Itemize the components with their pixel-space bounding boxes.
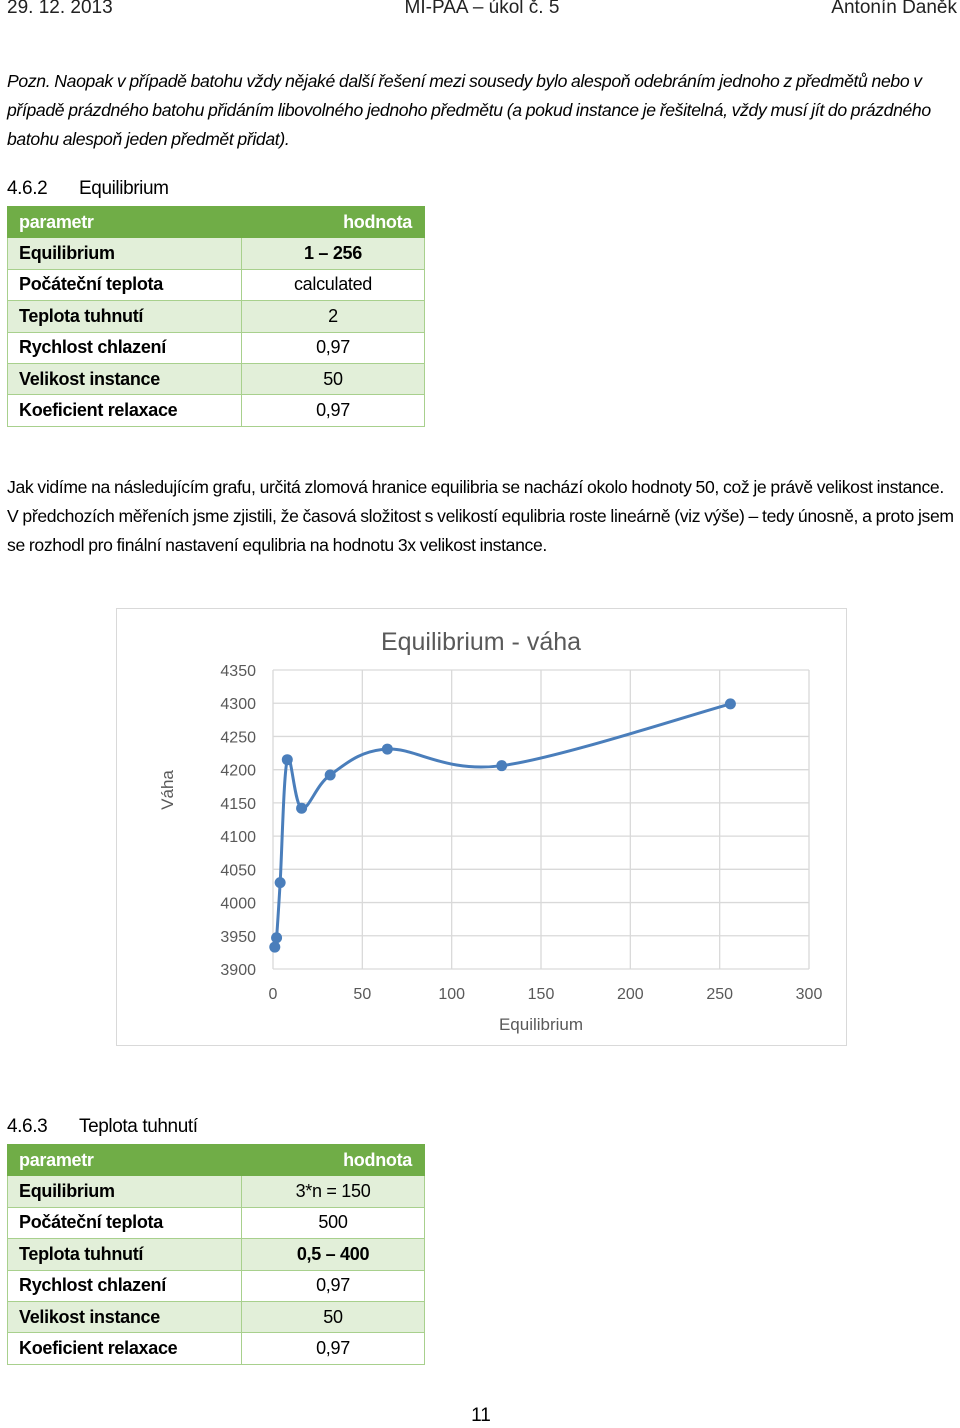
table-cell: Koeficient relaxace <box>7 394 242 427</box>
y-tick-label: 4300 <box>220 696 256 713</box>
data-point <box>296 802 308 814</box>
header-author: Antonín Daněk <box>831 0 957 18</box>
table-header: parametr hodnota <box>7 205 425 239</box>
y-tick-label: 4350 <box>220 663 256 680</box>
note: Pozn. Naopak v případě batohu vždy nějak… <box>7 71 931 150</box>
data-point <box>381 743 393 755</box>
header-cell: parametr <box>7 1143 242 1177</box>
y-tick-label: 3950 <box>220 929 256 946</box>
section-heading: 4.6.2 Equilibrium <box>7 178 169 200</box>
table-cell: Teplota tuhnutí <box>7 300 242 333</box>
table-cell: Teplota tuhnutí <box>7 1238 242 1271</box>
table-cell: 500 <box>241 1206 425 1240</box>
table-row: Rychlost chlazení 0,97 <box>7 331 425 364</box>
table-cell: Počáteční teplota <box>7 268 242 302</box>
table-cell: Equilibrium <box>7 237 242 270</box>
section-number: 4.6.3 <box>7 1116 48 1137</box>
table-row: Equilibrium 1 – 256 <box>7 237 425 270</box>
y-axis-label: Váha <box>158 770 177 810</box>
parameter-table: parametr hodnota Equilibrium 1 – 256 Počáteč… <box>7 205 425 427</box>
table-cell: 0,97 <box>241 394 425 427</box>
table-row: Počáteční teplota calculated <box>7 268 425 302</box>
parameter-table: parametr hodnota Equilibrium 3*n = 150 Počát… <box>7 1143 425 1365</box>
x-tick-label: 0 <box>269 986 278 1003</box>
table-cell: Equilibrium <box>7 1175 242 1208</box>
y-tick-label: 3900 <box>220 962 256 979</box>
data-point <box>724 698 736 710</box>
table-cell: Rychlost chlazení <box>7 1269 242 1302</box>
x-axis-label: Equilibrium <box>499 1015 583 1034</box>
header-cell: hodnota <box>241 205 425 239</box>
header-cell: hodnota <box>241 1143 425 1177</box>
paragraph: Jak vidíme na následujícím grafu, určitá… <box>7 477 954 556</box>
table-header: parametr hodnota <box>7 1143 425 1177</box>
page-number: 11 <box>471 1405 491 1426</box>
y-tick-label: 4100 <box>220 829 256 846</box>
y-tick-label: 4150 <box>220 796 256 813</box>
data-point <box>324 769 336 781</box>
data-point <box>281 754 293 766</box>
table-row: Equilibrium 3*n = 150 <box>7 1175 425 1208</box>
x-tick-label: 50 <box>353 986 371 1003</box>
table-row: Velikost instance 50 <box>7 362 425 396</box>
table-row: Rychlost chlazení 0,97 <box>7 1269 425 1302</box>
table-cell: 3*n = 150 <box>241 1175 425 1208</box>
header-course: MI-PAA – úkol č. 5 <box>404 0 560 18</box>
table-row: Teplota tuhnutí 2 <box>7 300 425 333</box>
x-tick-label: 100 <box>438 986 465 1003</box>
header-cell: parametr <box>7 205 242 239</box>
section-title: Equilibrium <box>79 178 169 199</box>
table-cell: Počáteční teplota <box>7 1206 242 1240</box>
y-tick-label: 4050 <box>220 862 256 879</box>
x-tick-label: 300 <box>796 986 823 1003</box>
x-tick-label: 200 <box>617 986 644 1003</box>
series-line <box>273 702 731 948</box>
header-date: 29. 12. 2013 <box>7 0 113 18</box>
table-cell: 50 <box>241 1300 425 1334</box>
table-cell: 0,97 <box>241 1269 425 1302</box>
table-row: Koeficient relaxace 0,97 <box>7 394 425 427</box>
table-row: Koeficient relaxace 0,97 <box>7 1332 425 1365</box>
section-heading: 4.6.3 Teplota tuhnutí <box>7 1116 198 1138</box>
table-cell: Velikost instance <box>7 1300 242 1334</box>
y-tick-label: 4250 <box>220 729 256 746</box>
table-cell: 0,97 <box>241 1332 425 1365</box>
chart-frame <box>116 608 847 1046</box>
table-cell: 1 – 256 <box>241 237 425 270</box>
x-tick-label: 250 <box>706 986 733 1003</box>
data-point <box>269 941 281 953</box>
table-cell: calculated <box>241 268 425 302</box>
data-point <box>496 760 508 772</box>
table-cell: Koeficient relaxace <box>7 1332 242 1365</box>
y-tick-label: 4000 <box>220 896 256 913</box>
table-cell: 50 <box>241 362 425 396</box>
table-cell: 0,97 <box>241 331 425 364</box>
table-cell: 0,5 – 400 <box>241 1238 425 1271</box>
table-cell: Velikost instance <box>7 362 242 396</box>
y-tick-label: 4200 <box>220 763 256 780</box>
table-row: Počáteční teplota 500 <box>7 1206 425 1240</box>
table-row: Velikost instance 50 <box>7 1300 425 1334</box>
table-row: Teplota tuhnutí 0,5 – 400 <box>7 1238 425 1271</box>
section-number: 4.6.2 <box>7 178 48 199</box>
chart-title: Equilibrium - váha <box>381 628 581 656</box>
data-point <box>271 932 283 944</box>
table-cell: Rychlost chlazení <box>7 331 242 364</box>
table-cell: 2 <box>241 300 425 333</box>
data-point <box>274 877 286 889</box>
x-tick-label: 150 <box>528 986 555 1003</box>
section-title: Teplota tuhnutí <box>79 1116 198 1137</box>
